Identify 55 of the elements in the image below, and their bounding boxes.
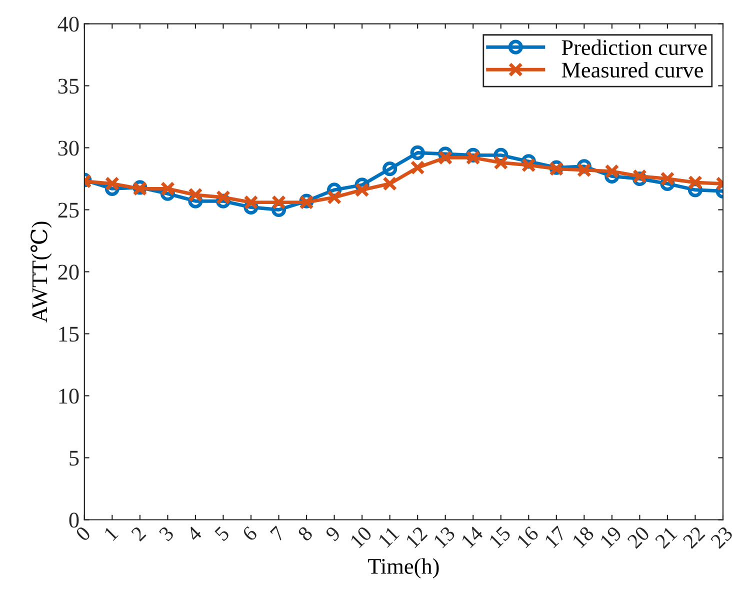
point (160, 181, 175, 196)
y-tick-label: 5 (70, 450, 79, 466)
y-tick-label: 40 (58, 16, 79, 32)
point (104, 176, 120, 192)
y-tick-label: 20 (58, 264, 79, 280)
y-tick-label: 30 (58, 140, 79, 156)
x-tick-label: 3 (158, 526, 174, 542)
x-tick-label: 9 (324, 526, 342, 542)
point (382, 162, 398, 176)
point (494, 155, 508, 170)
x-tick-label: 8 (297, 526, 314, 542)
y-tick-label: 15 (59, 326, 79, 342)
x-tick-label: 11 (378, 526, 400, 548)
x-tick-label: 13 (433, 526, 456, 548)
point (521, 158, 536, 172)
y-tick-label: 25 (58, 202, 79, 218)
point (576, 162, 592, 178)
legend-label: Measured curve (562, 62, 703, 78)
x-tick-label: 19 (600, 526, 622, 548)
x-tick-label: 12 (405, 526, 428, 548)
x-tick-label: 18 (572, 526, 595, 548)
x-axis-title: Time(h) (368, 558, 439, 578)
point (382, 176, 398, 192)
point (216, 190, 231, 205)
point (410, 145, 425, 160)
y-tick-label: 35 (58, 78, 79, 94)
x-tick-label: 20 (626, 526, 650, 550)
y-tick-label: 10 (59, 388, 79, 404)
x-tick-label: 15 (488, 526, 512, 548)
point (688, 175, 703, 190)
x-tick-label: 22 (682, 526, 706, 549)
x-tick-label: 16 (516, 526, 540, 548)
x-tick-label: 5 (214, 526, 230, 542)
x-tick-label: 14 (460, 525, 484, 548)
point (354, 182, 370, 198)
x-tick-label: 6 (242, 526, 258, 542)
x-tick-label: 7 (270, 526, 286, 542)
x-tick-label: 1 (104, 526, 119, 541)
y-axis-title: AWTT(℃) (30, 222, 52, 323)
legend-label: Prediction curve (562, 39, 707, 56)
x-tick-label: 4 (186, 525, 202, 542)
x-tick-label: 2 (130, 526, 146, 542)
x-tick-label: 17 (544, 526, 567, 548)
y-tick-label: 0 (69, 512, 79, 528)
point (244, 195, 258, 210)
point (188, 188, 203, 202)
point (660, 171, 675, 186)
x-tick-label: 10 (350, 526, 373, 548)
point (271, 195, 286, 210)
point (327, 190, 342, 205)
point (604, 164, 620, 179)
point (410, 160, 425, 175)
x-tick-label: 21 (654, 526, 678, 549)
point (438, 150, 453, 165)
x-tick-label: 23 (710, 526, 734, 550)
